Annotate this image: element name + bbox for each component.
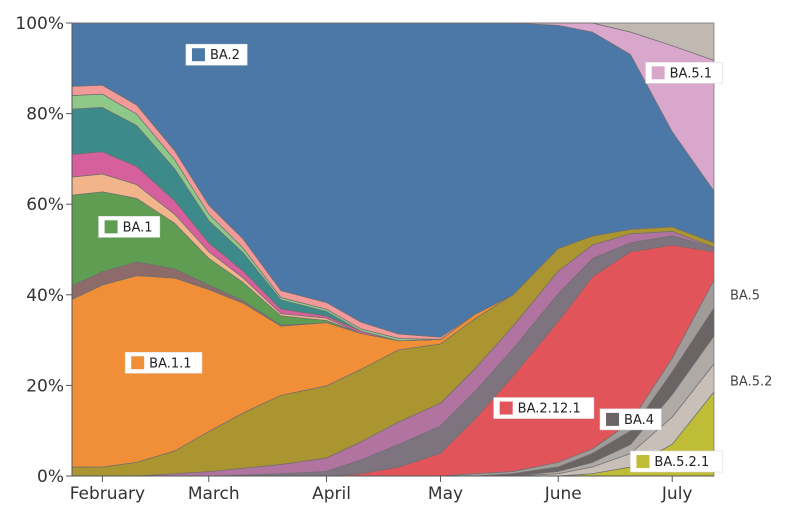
y-tick-label: 20%	[26, 376, 64, 396]
label-ba-2: BA.2	[185, 43, 248, 66]
legend-swatch	[191, 48, 205, 62]
legend-swatch	[499, 401, 513, 415]
x-tick-label: July	[661, 484, 693, 504]
label-text: BA.1.1	[149, 356, 191, 371]
x-tick-label: February	[70, 484, 145, 504]
y-axis: 0% 20% 40% 60% 80% 100%	[15, 14, 73, 487]
area-lineage-19	[71, 22, 715, 61]
label-text: BA.4	[624, 413, 654, 428]
label-text: BA.5	[730, 288, 760, 303]
label-ba-5: BA.5	[730, 288, 760, 303]
label-ba-1-1: BA.1.1	[124, 351, 203, 374]
legend-swatch	[131, 356, 145, 370]
label-text: BA.5.2	[730, 374, 772, 389]
label-box	[630, 450, 724, 473]
label-text: BA.2	[210, 48, 240, 63]
x-axis: February March April May June July	[70, 475, 714, 504]
y-tick-label: 0%	[37, 467, 64, 487]
label-ba-4: BA.4	[599, 408, 662, 431]
legend-swatch	[606, 412, 620, 426]
x-tick-label: March	[188, 484, 240, 504]
series-labels: BA.2 BA.5.1 BA.1 BA.1.1 BA.2.12.1 BA.4 BA.5.2.…	[98, 43, 772, 473]
label-text: BA.5.1	[670, 66, 712, 81]
x-tick-label: June	[544, 484, 582, 504]
y-tick-label: 100%	[15, 14, 64, 34]
x-tick-label: April	[312, 484, 351, 504]
x-tick-label: May	[428, 484, 463, 504]
y-tick-label: 40%	[26, 286, 64, 306]
label-box	[124, 351, 203, 374]
label-ba-2-12-1: BA.2.12.1	[493, 397, 595, 419]
y-tick-label: 60%	[26, 195, 64, 215]
label-ba-5-1: BA.5.1	[645, 62, 723, 84]
label-ba-5-2: BA.5.2	[730, 374, 772, 389]
label-box	[645, 62, 723, 84]
label-text: BA.1	[123, 220, 153, 235]
legend-swatch	[636, 455, 650, 469]
label-text: BA.5.2.1	[654, 455, 709, 470]
label-box	[493, 397, 595, 419]
label-ba-5-2-1: BA.5.2.1	[630, 450, 724, 473]
label-text: BA.2.12.1	[518, 402, 581, 417]
legend-swatch	[104, 220, 118, 234]
area-layers	[71, 22, 715, 477]
legend-swatch	[651, 66, 665, 80]
y-tick-label: 80%	[26, 105, 64, 125]
label-ba-1: BA.1	[98, 216, 161, 238]
